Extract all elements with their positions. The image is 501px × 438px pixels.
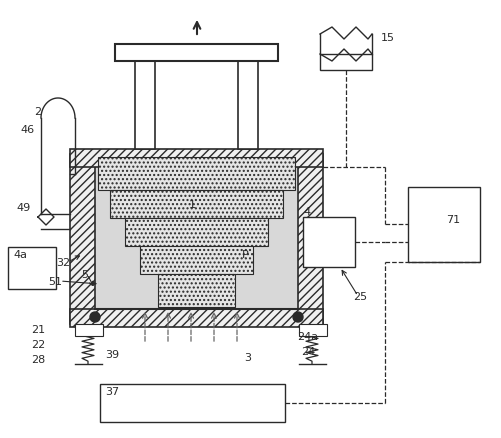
Text: 71: 71 xyxy=(445,215,459,225)
Bar xyxy=(299,324,326,336)
Circle shape xyxy=(293,312,303,322)
Text: 24: 24 xyxy=(300,346,315,356)
Bar xyxy=(70,155,95,324)
Text: 5: 5 xyxy=(81,269,88,279)
Text: P: P xyxy=(241,249,248,259)
Text: 3: 3 xyxy=(244,352,251,362)
Text: 15: 15 xyxy=(380,33,394,43)
Text: 25: 25 xyxy=(352,291,366,301)
Text: 21: 21 xyxy=(31,324,45,334)
Text: 4: 4 xyxy=(303,207,310,216)
Bar xyxy=(319,55,371,71)
Bar xyxy=(303,218,354,267)
Bar xyxy=(70,309,322,327)
Text: 1: 1 xyxy=(188,200,195,209)
Text: 51: 51 xyxy=(48,276,62,286)
Text: 46: 46 xyxy=(21,125,35,135)
Bar xyxy=(100,384,285,422)
Text: 24a: 24a xyxy=(297,331,318,341)
Text: 32: 32 xyxy=(56,258,70,267)
Text: 39: 39 xyxy=(105,349,119,359)
Text: 22: 22 xyxy=(31,339,45,349)
Circle shape xyxy=(90,312,100,322)
Bar xyxy=(140,247,253,274)
Bar xyxy=(8,247,56,290)
Bar xyxy=(110,191,283,219)
Bar xyxy=(125,219,268,247)
Bar xyxy=(135,60,155,150)
Text: 37: 37 xyxy=(105,386,119,396)
Text: 2: 2 xyxy=(35,107,42,117)
Text: 4a: 4a xyxy=(13,249,27,259)
Bar xyxy=(237,60,258,150)
Bar xyxy=(95,158,298,309)
Bar xyxy=(98,158,295,191)
Text: 28: 28 xyxy=(31,354,45,364)
Bar xyxy=(75,324,103,336)
Text: 49: 49 xyxy=(17,202,31,212)
Bar xyxy=(298,155,322,324)
Bar xyxy=(158,274,234,307)
Bar xyxy=(70,150,322,168)
Bar xyxy=(115,45,278,62)
Bar xyxy=(407,187,479,262)
